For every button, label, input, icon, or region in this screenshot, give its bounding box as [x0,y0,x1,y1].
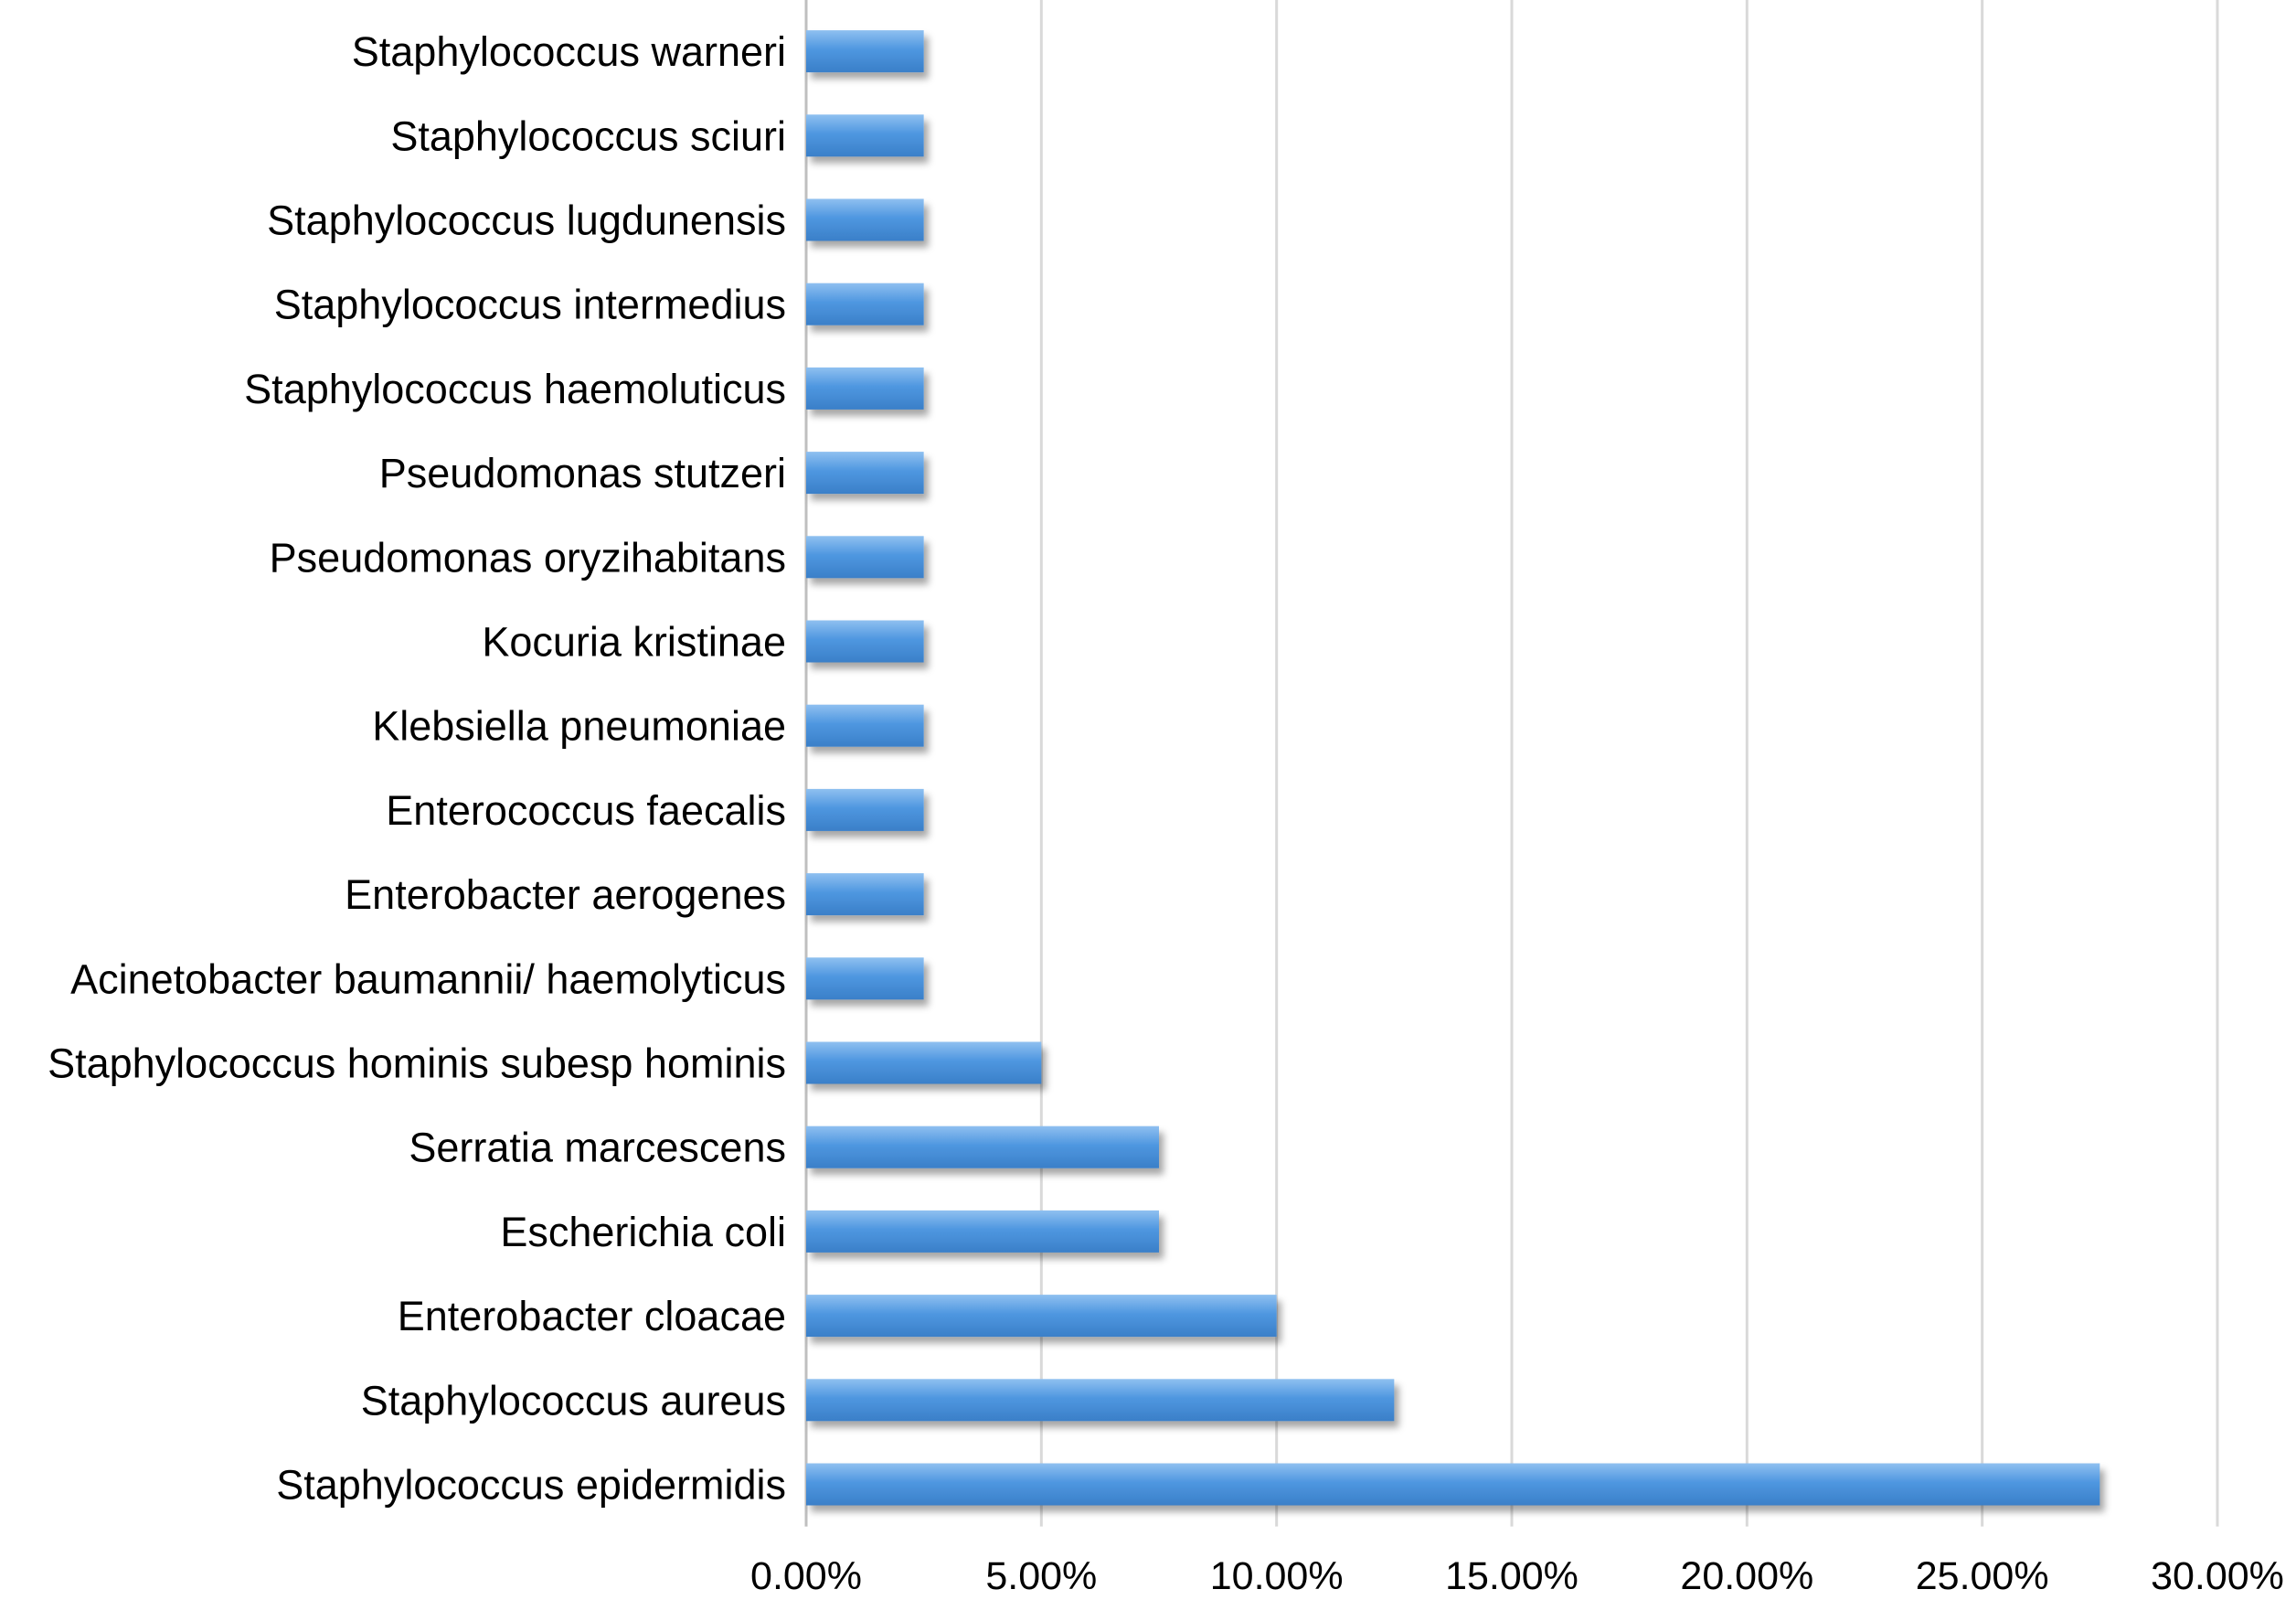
category-label: Staphylococcus warneri [352,28,786,75]
category-label: Klebsiella pneumoniae [372,703,786,750]
category-label: Acinetobacter baumannii/ haemolyticus [70,955,786,1002]
category-label: Enterococcus faecalis [386,787,786,834]
bar [806,1295,1277,1338]
category-labels: Staphylococcus warneri Staphylococcus sci… [48,28,786,1508]
category-label: Staphylococcus lugdunensis [267,197,786,244]
bar [806,1463,2100,1506]
bar [806,367,924,410]
gridlines [804,0,2219,1527]
x-tick-label: 20.00% [1680,1554,1813,1598]
bar [806,283,924,325]
bars [806,30,2100,1506]
category-label: Staphylococcus sciuri [390,112,786,159]
bar [806,620,924,663]
x-tick-label: 15.00% [1445,1554,1578,1598]
category-label: Staphylococcus epidermidis [276,1462,786,1509]
bar [806,1125,1159,1168]
category-label: Pseudomonas stutzeri [379,450,786,496]
bar [806,114,924,157]
category-label: Escherichia coli [500,1209,786,1255]
category-label: Enterobacter cloacae [398,1293,786,1339]
bar [806,536,924,579]
category-label: Pseudomonas oryzihabitans [270,534,786,581]
x-tick-label: 30.00% [2151,1554,2284,1598]
category-label: Enterobacter aerogenes [345,871,786,918]
bar [806,957,924,1000]
x-tick-label: 5.00% [985,1554,1097,1598]
bar [806,1210,1159,1253]
category-label: Staphylococcus intermedius [274,282,786,328]
category-label: Staphylococcus aureus [361,1377,786,1424]
bar [806,788,924,831]
x-tick-label: 0.00% [750,1554,862,1598]
x-tick-label: 25.00% [1916,1554,2049,1598]
bar [806,704,924,747]
category-label: Kocuria kristinae [482,619,786,666]
category-label: Serratia marcescens [409,1125,786,1171]
category-label: Staphylococcus hominis subesp hominis [48,1040,786,1087]
bar [806,452,924,495]
bar [806,30,924,73]
x-tick-labels: 0.00% 5.00% 10.00% 15.00% 20.00% 25.00% 30.00% [750,1554,2284,1598]
bar [806,1041,1042,1084]
x-tick-label: 10.00% [1210,1554,1344,1598]
bar [806,1379,1395,1422]
bar [806,873,924,916]
bar [806,198,924,241]
category-label: Staphylococcus haemoluticus [244,366,786,412]
